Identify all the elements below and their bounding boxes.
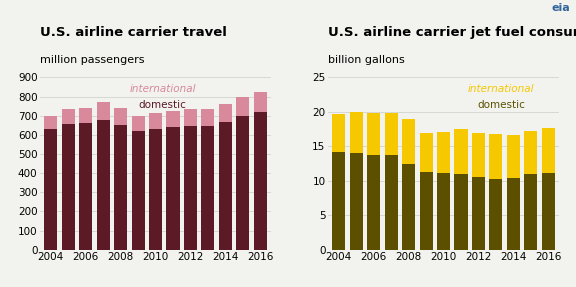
Bar — [79, 108, 92, 123]
Bar — [79, 123, 92, 250]
Bar — [332, 152, 346, 250]
Bar — [437, 132, 450, 173]
Bar — [97, 120, 109, 250]
Bar — [541, 172, 555, 250]
Bar — [44, 116, 58, 129]
Bar — [507, 178, 520, 250]
Bar — [490, 179, 502, 250]
Bar — [402, 164, 415, 250]
Text: international: international — [468, 84, 535, 94]
Text: billion gallons: billion gallons — [328, 55, 405, 65]
Bar — [419, 133, 433, 172]
Bar — [454, 174, 468, 250]
Bar — [472, 133, 485, 177]
Bar — [236, 116, 249, 250]
Bar — [253, 112, 267, 250]
Text: million passengers: million passengers — [40, 55, 145, 65]
Bar — [202, 109, 214, 126]
Bar — [149, 113, 162, 129]
Bar — [149, 129, 162, 250]
Bar — [454, 129, 468, 174]
Bar — [62, 109, 75, 124]
Bar — [97, 102, 109, 120]
Bar — [507, 135, 520, 178]
Bar — [114, 108, 127, 125]
Bar — [350, 112, 363, 153]
Bar — [184, 109, 197, 126]
Bar — [166, 127, 180, 250]
Bar — [402, 119, 415, 164]
Bar — [184, 126, 197, 250]
Bar — [114, 125, 127, 250]
Bar — [541, 128, 555, 172]
Text: eia: eia — [551, 3, 570, 13]
Bar — [202, 126, 214, 250]
Bar — [131, 131, 145, 250]
Bar — [367, 113, 380, 155]
Bar — [490, 134, 502, 179]
Text: domestic: domestic — [477, 100, 525, 110]
Text: U.S. airline carrier jet fuel consumption: U.S. airline carrier jet fuel consumptio… — [328, 26, 576, 39]
Bar — [219, 104, 232, 123]
Text: international: international — [129, 84, 196, 94]
Bar — [437, 173, 450, 250]
Text: U.S. airline carrier travel: U.S. airline carrier travel — [40, 26, 227, 39]
Bar — [472, 177, 485, 250]
Bar — [166, 111, 180, 127]
Bar — [62, 124, 75, 250]
Bar — [367, 155, 380, 250]
Bar — [219, 123, 232, 250]
Bar — [419, 172, 433, 250]
Bar — [524, 174, 537, 250]
Bar — [253, 92, 267, 112]
Bar — [131, 116, 145, 131]
Bar — [524, 131, 537, 174]
Bar — [385, 113, 397, 155]
Bar — [44, 129, 58, 250]
Bar — [236, 97, 249, 116]
Bar — [350, 153, 363, 250]
Text: domestic: domestic — [138, 100, 187, 110]
Bar — [385, 155, 397, 250]
Bar — [332, 114, 346, 152]
